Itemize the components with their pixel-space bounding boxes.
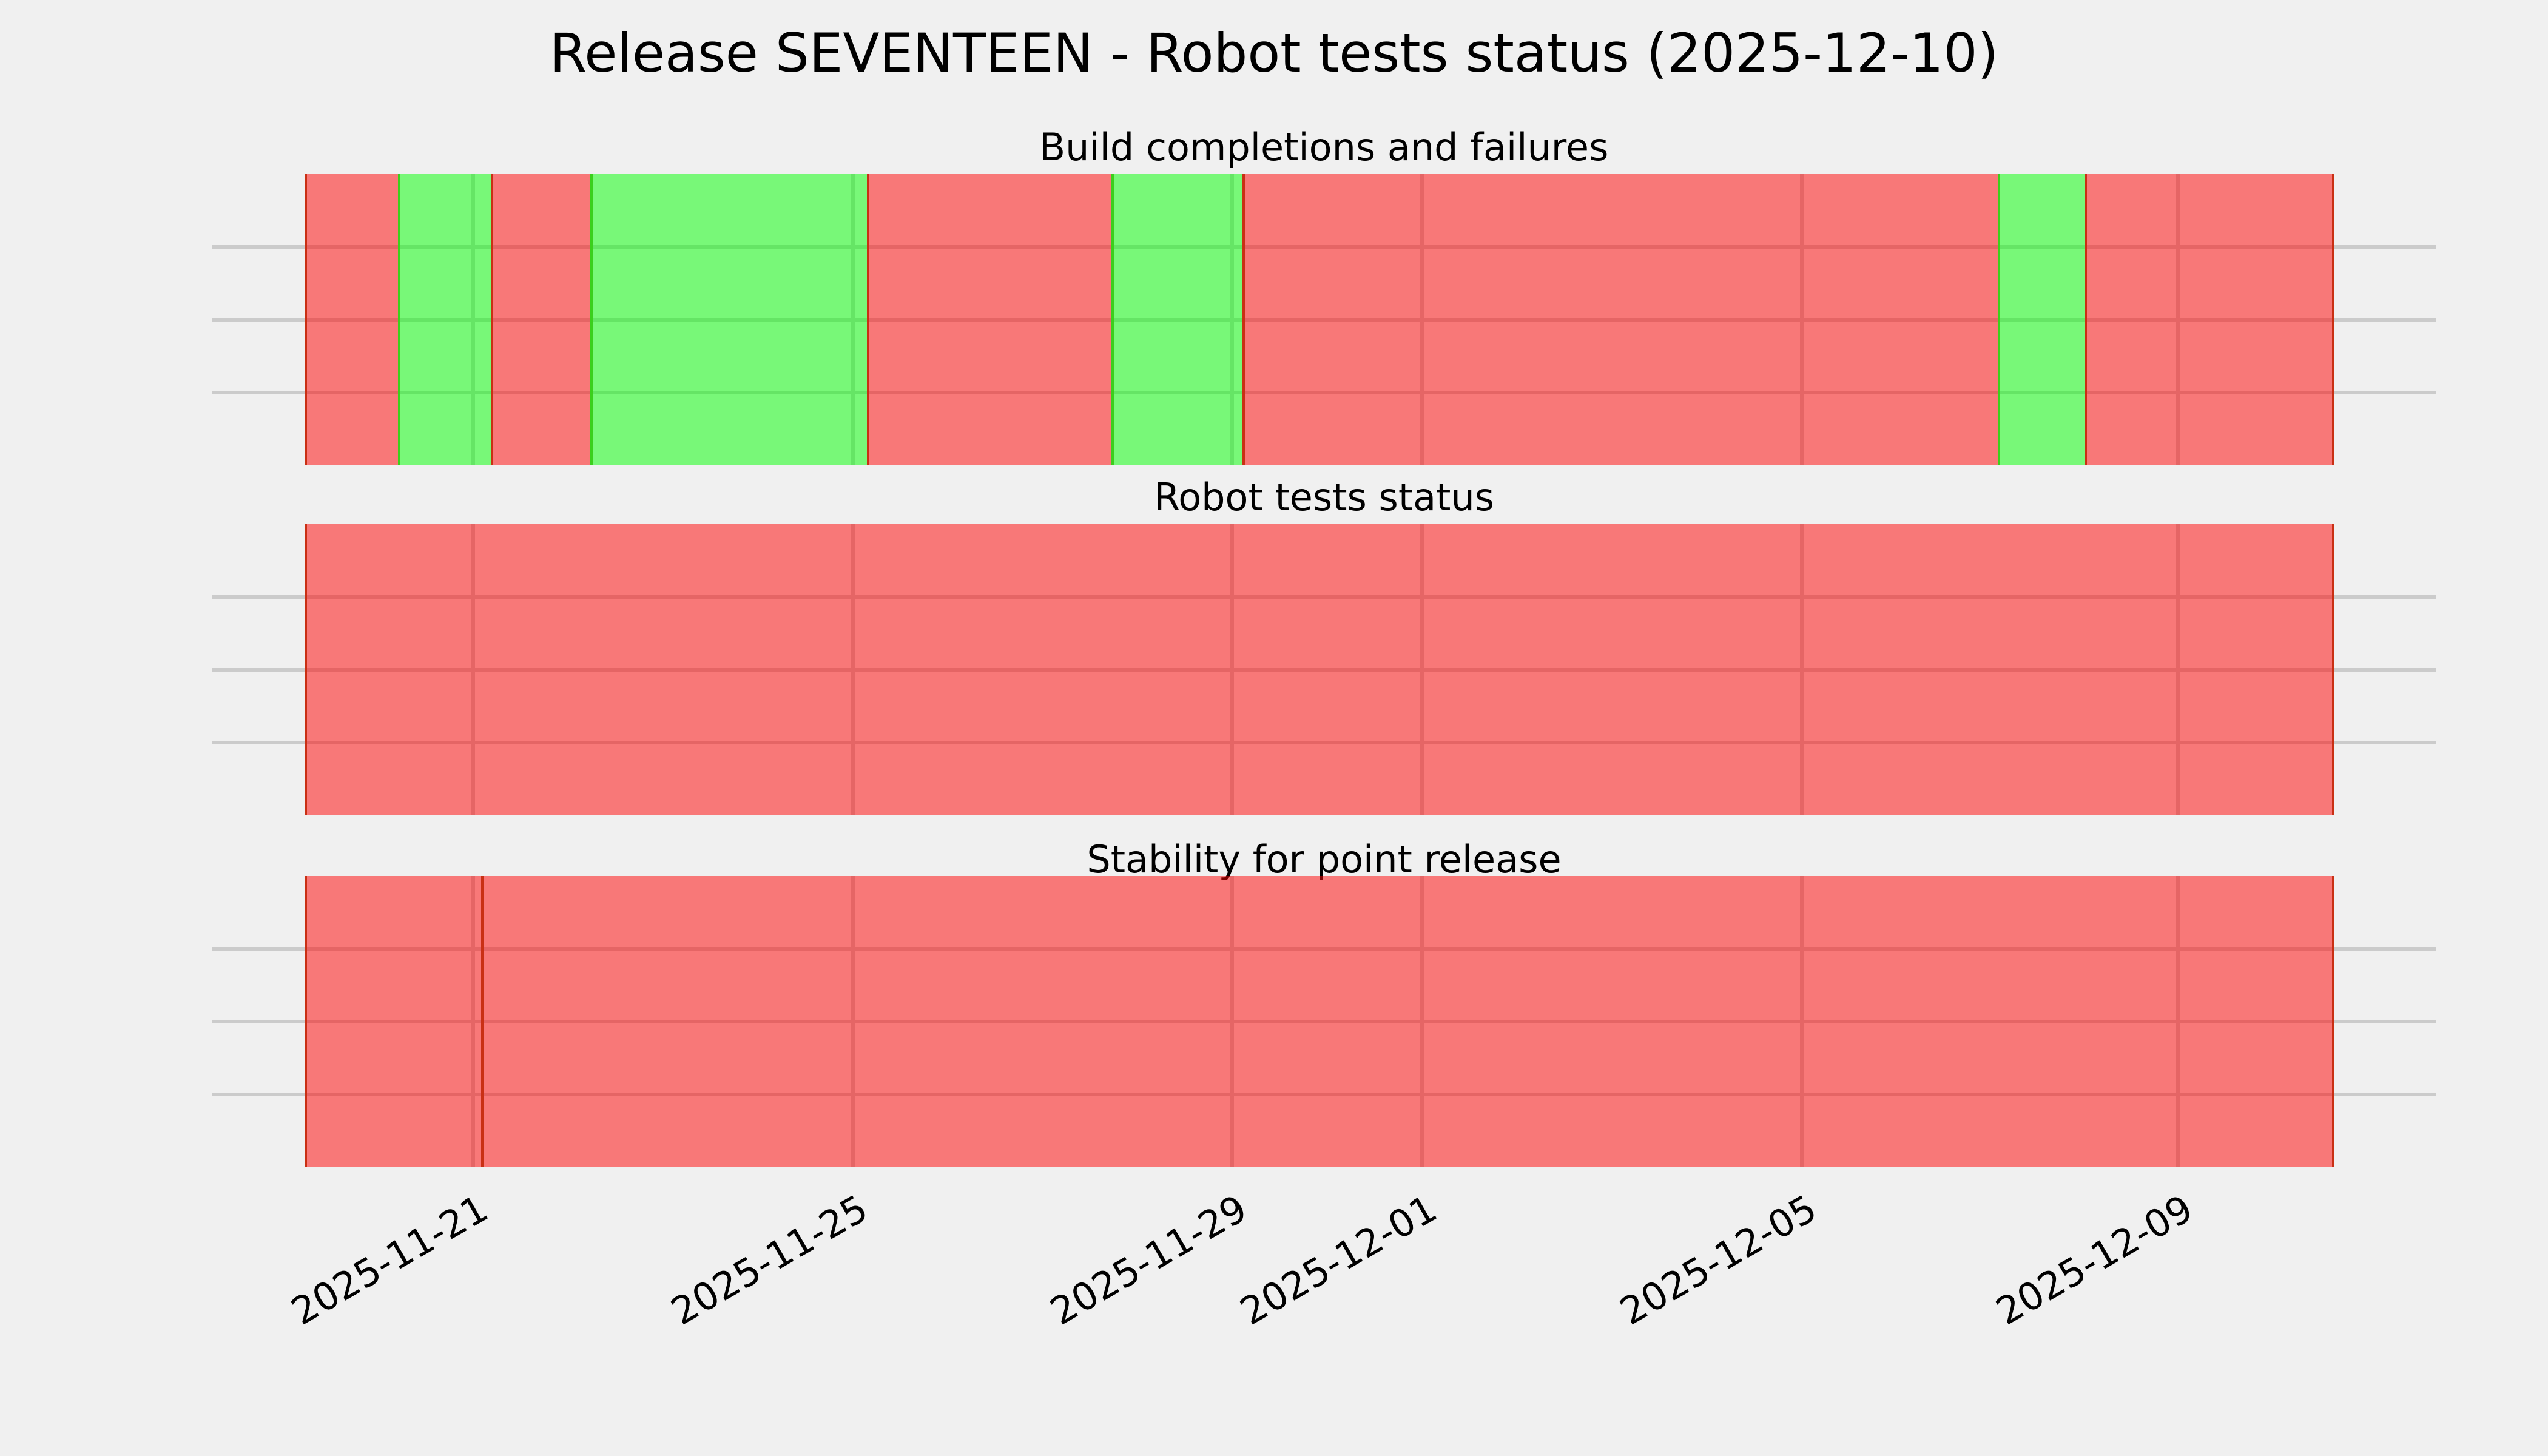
status-segment-fail <box>304 524 2335 815</box>
x-tick-label: 2025-12-05 <box>1613 1186 1824 1334</box>
status-segment-pass <box>1997 174 2085 465</box>
x-tick-label: 2025-11-25 <box>663 1186 875 1334</box>
status-bar <box>304 876 2335 1167</box>
status-segment-pass <box>1111 174 1242 465</box>
panel-build-completions <box>212 174 2436 465</box>
status-segment-fail <box>490 174 591 465</box>
status-segment-fail <box>480 876 2335 1167</box>
status-segment-fail <box>866 174 1112 465</box>
x-tick-label: 2025-11-29 <box>1042 1186 1255 1334</box>
status-bar <box>304 174 2335 465</box>
x-tick-label: 2025-12-01 <box>1233 1186 1444 1334</box>
status-segment-fail <box>1242 174 1998 465</box>
status-bar <box>304 524 2335 815</box>
x-tick-label: 2025-11-21 <box>283 1186 496 1334</box>
panel-robot-tests <box>212 524 2436 815</box>
status-segment-fail <box>304 174 398 465</box>
panel-title-build-completions: Build completions and failures <box>1039 125 1609 169</box>
chart-title: Release SEVENTEEN - Robot tests status (… <box>550 22 1998 84</box>
status-segment-pass <box>397 174 491 465</box>
status-segment-fail <box>2085 174 2335 465</box>
panel-title-robot-tests: Robot tests status <box>1153 475 1495 519</box>
status-segment-pass <box>590 174 867 465</box>
status-segment-fail <box>304 876 481 1167</box>
panel-stability <box>212 876 2436 1167</box>
panel-title-stability: Stability for point release <box>1087 837 1562 881</box>
x-tick-label: 2025-12-09 <box>1988 1186 2200 1334</box>
